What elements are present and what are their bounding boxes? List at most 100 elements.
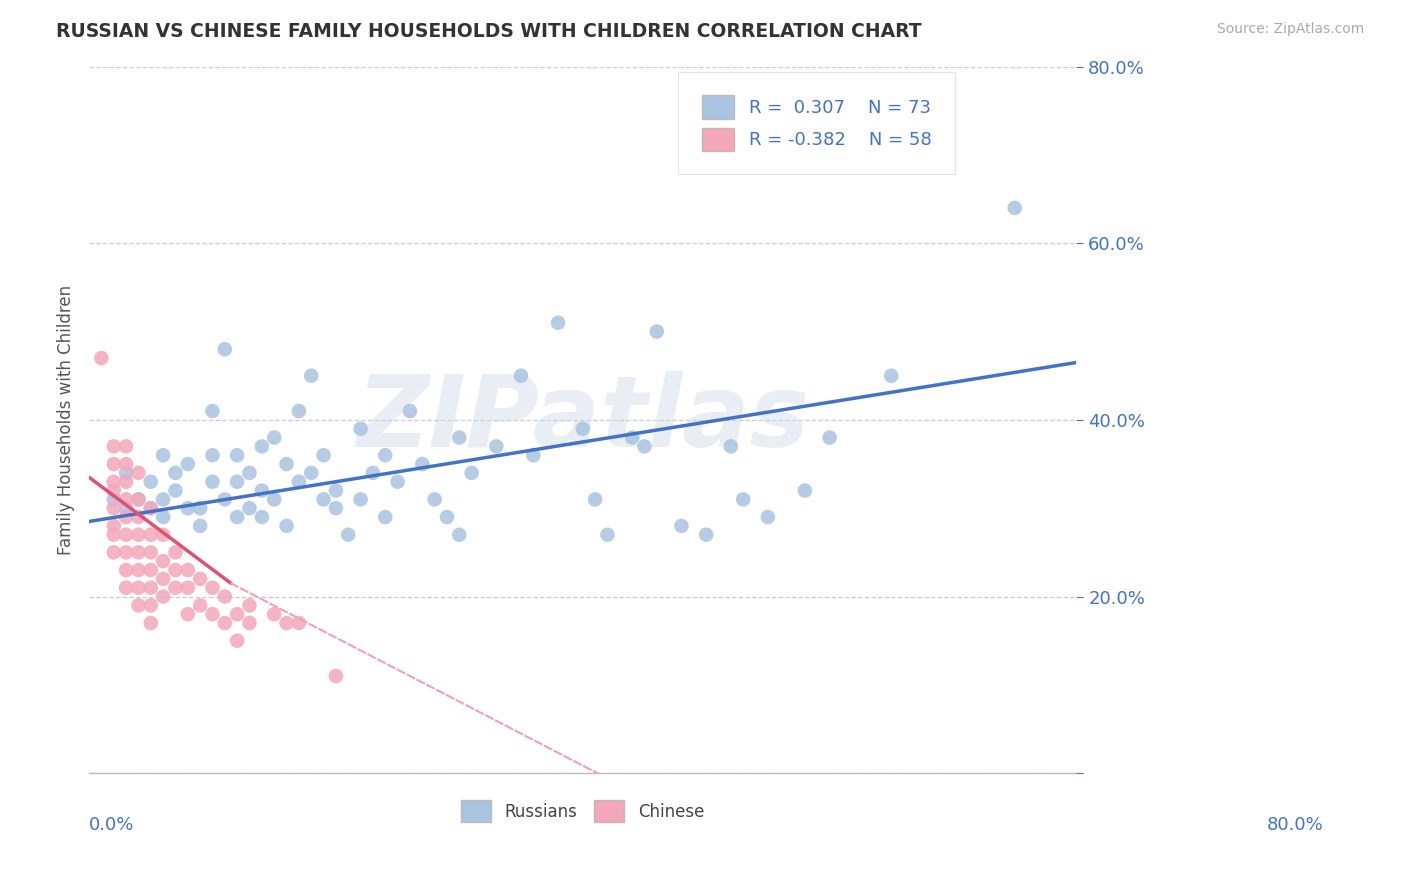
- Point: [165, 545, 187, 559]
- Point: [177, 563, 200, 577]
- Point: [793, 483, 815, 498]
- Point: [325, 669, 347, 683]
- Point: [177, 501, 200, 516]
- Point: [818, 431, 841, 445]
- Point: [374, 448, 396, 462]
- Point: [436, 510, 458, 524]
- Point: [387, 475, 409, 489]
- Point: [449, 431, 471, 445]
- Point: [226, 633, 249, 648]
- Point: [115, 466, 138, 480]
- Text: 0.0%: 0.0%: [89, 815, 135, 834]
- Point: [880, 368, 903, 383]
- Point: [103, 519, 125, 533]
- Text: 80.0%: 80.0%: [1267, 815, 1323, 834]
- Point: [127, 492, 149, 507]
- Point: [337, 527, 360, 541]
- Point: [139, 501, 162, 516]
- Point: [139, 563, 162, 577]
- Point: [152, 492, 174, 507]
- Point: [139, 527, 162, 541]
- Point: [103, 439, 125, 453]
- Point: [349, 492, 371, 507]
- Point: [214, 615, 236, 630]
- Point: [226, 448, 249, 462]
- Point: [276, 457, 298, 471]
- Point: [103, 527, 125, 541]
- Point: [349, 422, 371, 436]
- Point: [226, 510, 249, 524]
- Point: [115, 475, 138, 489]
- Point: [103, 501, 125, 516]
- Point: [288, 615, 311, 630]
- Point: [312, 492, 335, 507]
- Point: [103, 457, 125, 471]
- Point: [263, 607, 285, 622]
- Point: [695, 527, 717, 541]
- Point: [325, 501, 347, 516]
- Point: [152, 590, 174, 604]
- Point: [201, 475, 224, 489]
- Point: [103, 545, 125, 559]
- Point: [115, 492, 138, 507]
- Point: [115, 545, 138, 559]
- Point: [250, 439, 273, 453]
- Point: [522, 448, 544, 462]
- Point: [621, 431, 644, 445]
- Point: [645, 325, 668, 339]
- Point: [152, 572, 174, 586]
- Point: [633, 439, 655, 453]
- Text: RUSSIAN VS CHINESE FAMILY HOUSEHOLDS WITH CHILDREN CORRELATION CHART: RUSSIAN VS CHINESE FAMILY HOUSEHOLDS WIT…: [56, 22, 922, 41]
- Point: [201, 607, 224, 622]
- Point: [571, 422, 593, 436]
- Point: [547, 316, 569, 330]
- Y-axis label: Family Households with Children: Family Households with Children: [58, 285, 75, 555]
- Point: [139, 545, 162, 559]
- Point: [238, 599, 260, 613]
- Point: [299, 466, 322, 480]
- Point: [139, 599, 162, 613]
- Point: [226, 475, 249, 489]
- Point: [115, 510, 138, 524]
- Point: [103, 492, 125, 507]
- Point: [374, 510, 396, 524]
- Point: [165, 483, 187, 498]
- Point: [1004, 201, 1026, 215]
- Point: [152, 527, 174, 541]
- Point: [127, 545, 149, 559]
- Point: [583, 492, 606, 507]
- Point: [201, 581, 224, 595]
- Point: [115, 501, 138, 516]
- Point: [177, 457, 200, 471]
- Point: [127, 492, 149, 507]
- Point: [127, 466, 149, 480]
- Point: [127, 581, 149, 595]
- Point: [201, 448, 224, 462]
- Point: [288, 404, 311, 418]
- Point: [139, 501, 162, 516]
- Point: [201, 404, 224, 418]
- Legend: Russians, Chinese: Russians, Chinese: [454, 794, 710, 829]
- Point: [399, 404, 422, 418]
- Point: [250, 483, 273, 498]
- Point: [188, 501, 211, 516]
- Point: [115, 581, 138, 595]
- Point: [139, 581, 162, 595]
- Point: [510, 368, 533, 383]
- Point: [238, 466, 260, 480]
- Point: [325, 483, 347, 498]
- Point: [720, 439, 742, 453]
- Point: [177, 607, 200, 622]
- Point: [596, 527, 619, 541]
- Text: ZIPatlas: ZIPatlas: [356, 371, 810, 468]
- Point: [152, 510, 174, 524]
- Point: [165, 466, 187, 480]
- Point: [733, 492, 755, 507]
- Point: [127, 527, 149, 541]
- Point: [177, 581, 200, 595]
- Point: [460, 466, 482, 480]
- Point: [449, 527, 471, 541]
- Point: [756, 510, 779, 524]
- Point: [214, 492, 236, 507]
- Point: [485, 439, 508, 453]
